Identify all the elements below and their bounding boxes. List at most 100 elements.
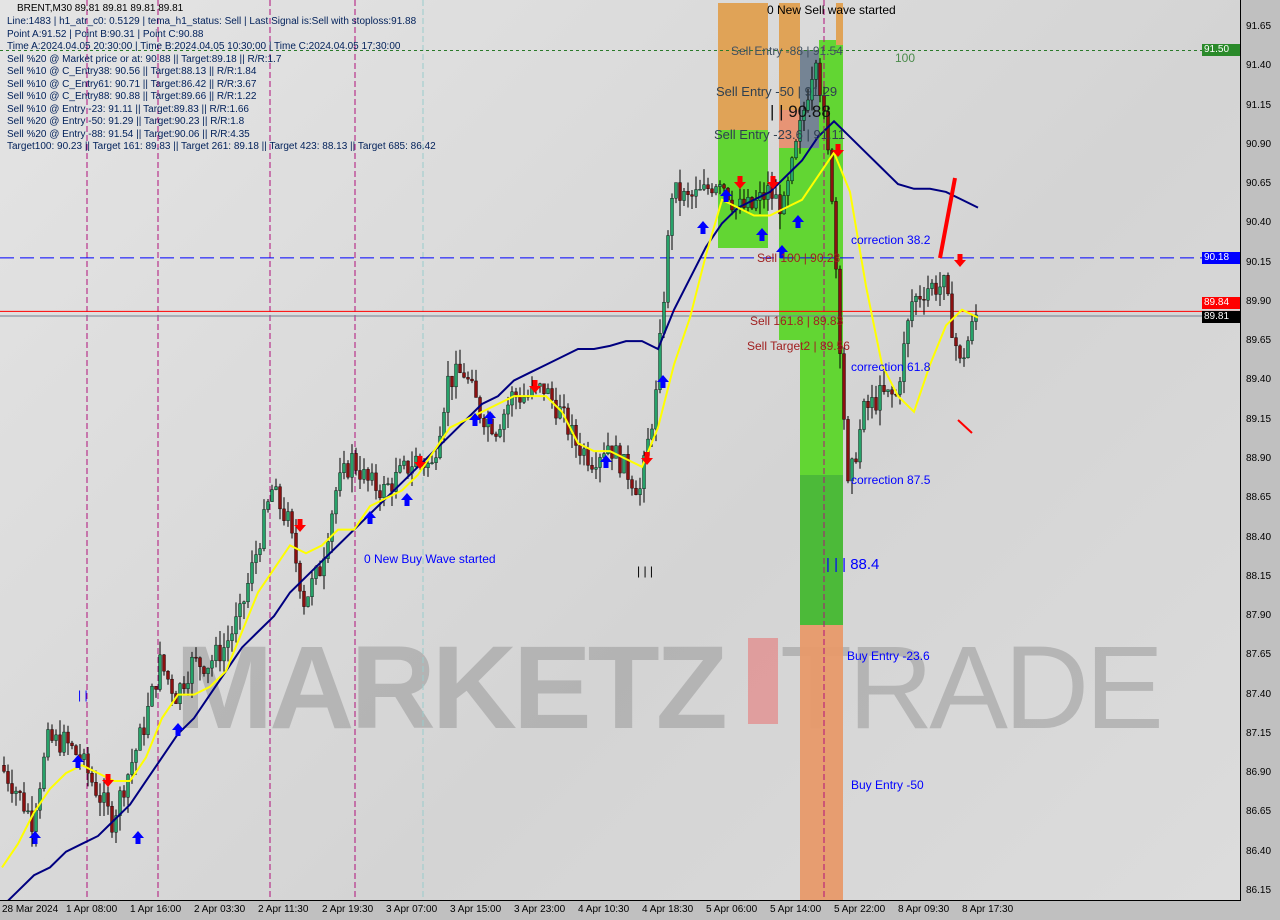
candle (886, 389, 890, 392)
candle (714, 186, 718, 194)
price-tick-label: 88.90 (1246, 452, 1272, 464)
candle (506, 404, 510, 415)
candle (946, 275, 950, 295)
time-tick-label: 3 Apr 23:00 (514, 904, 566, 915)
candle (406, 460, 410, 474)
price-tick-label: 89.90 (1246, 295, 1272, 307)
signal-zone (779, 3, 800, 110)
candle (802, 109, 806, 121)
candle (930, 282, 934, 289)
buy-arrow-icon (792, 215, 804, 228)
candle (218, 644, 222, 662)
candle (62, 731, 66, 753)
price-tick-label: 88.40 (1246, 531, 1272, 543)
candle (722, 184, 726, 189)
info-line: Line:1483 | h1_atr_c0: 0.5129 | tema_h1_… (7, 16, 417, 27)
candle (630, 479, 634, 489)
candle (682, 191, 686, 201)
buy-arrow-icon (657, 375, 669, 388)
candle (138, 727, 142, 751)
candle (650, 428, 654, 440)
info-line: Time A:2024.04.05 20:30:00 | Time B:2024… (7, 41, 401, 52)
price-tick-label: 90.90 (1246, 138, 1272, 150)
plot-area[interactable]: MARKETZ TRADE BRENT,M30 89.81 89.81 89.8… (0, 0, 1241, 901)
candle (822, 95, 826, 112)
candle (2, 765, 6, 772)
candle (898, 381, 902, 395)
candle (106, 792, 110, 807)
candle (38, 788, 42, 811)
signal-zone (800, 625, 843, 900)
candle (502, 413, 506, 430)
candle (278, 486, 282, 510)
candle (910, 301, 914, 321)
candle (286, 511, 290, 521)
candle (466, 377, 470, 380)
candle (74, 745, 78, 755)
candle (122, 790, 126, 798)
candle (198, 657, 202, 667)
info-line: Sell %20 @ Entry -50: 91.29 || Target:90… (7, 116, 245, 127)
candle (234, 616, 238, 635)
candle (34, 809, 38, 832)
time-tick-label: 3 Apr 15:00 (450, 904, 502, 915)
candle (82, 753, 86, 760)
info-line: Sell %20 @ Entry -88: 91.54 || Target:90… (7, 128, 250, 140)
sell-arrow-icon (414, 456, 426, 469)
candle (350, 453, 354, 478)
signal-zone (836, 3, 843, 45)
price-chart[interactable] (0, 0, 1240, 900)
candle (134, 750, 138, 763)
candle (638, 488, 642, 495)
buy-arrow-icon (600, 455, 612, 468)
time-tick-label: 1 Apr 08:00 (66, 904, 118, 915)
buy-arrow-icon (484, 411, 496, 424)
sell-target2-label: Sell Target2 | 89.56 (747, 339, 850, 353)
price-tick-label: 90.40 (1246, 217, 1272, 229)
candle (246, 583, 250, 603)
signal-zone (836, 45, 843, 275)
sell-arrow-icon (529, 380, 541, 393)
buy-arrow-icon (29, 831, 41, 844)
candle (98, 795, 102, 803)
candle (202, 666, 206, 674)
candle (594, 467, 598, 470)
candle (498, 429, 502, 437)
candle (590, 465, 594, 470)
candle (26, 810, 30, 813)
candle (718, 184, 722, 187)
candle (614, 445, 618, 459)
candle (430, 462, 434, 464)
correction-87-label: correction 87.5 (851, 473, 931, 487)
candle (330, 513, 334, 542)
candle (366, 469, 370, 481)
info-line: Point A:91.52 | Point B:90.31 | Point C:… (7, 28, 204, 40)
price-tick-label: 89.15 (1246, 413, 1272, 425)
signal-zone (800, 475, 843, 625)
candle (626, 454, 630, 480)
candle (298, 562, 302, 592)
candle (242, 601, 246, 604)
candle (318, 566, 322, 577)
candle (374, 472, 378, 491)
point-c-label: | | 90.88 (770, 102, 831, 121)
candle (342, 463, 346, 474)
price-tick-label: 86.40 (1246, 845, 1272, 857)
candle (870, 397, 874, 408)
candle (782, 195, 786, 215)
sell-arrow-icon (832, 144, 844, 157)
sell-entry-88-label: Sell Entry -88 | 91.54 (731, 44, 843, 58)
candle (698, 189, 702, 191)
candle (10, 783, 14, 794)
candle (922, 299, 926, 301)
candle (370, 472, 374, 481)
candle (302, 590, 306, 607)
candle (842, 353, 846, 420)
candle (226, 640, 230, 648)
candle (54, 734, 58, 741)
candle (550, 388, 554, 401)
correction-38-label: correction 38.2 (851, 233, 931, 247)
candle (774, 194, 778, 199)
price-tag-blue: 90.18 (1202, 252, 1240, 264)
candle (166, 670, 170, 680)
